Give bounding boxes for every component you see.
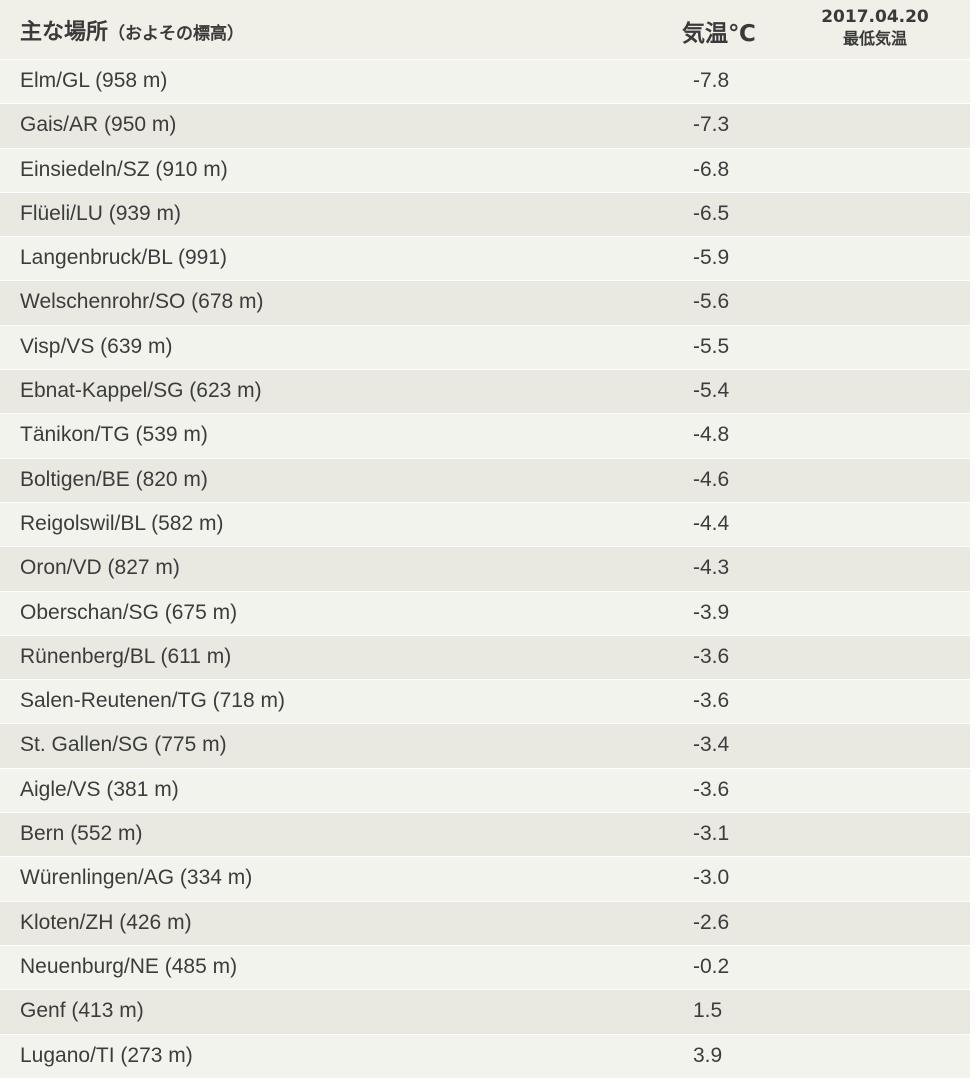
location-cell: Oberschan/SG (675 m): [20, 600, 238, 624]
table-row: Neuenburg/NE (485 m) -0.2: [0, 944, 970, 990]
temperature-cell: -3.6: [693, 777, 730, 801]
date-header-sub: 最低気温: [842, 29, 907, 48]
location-cell: Salen-Reutenen/TG (718 m): [20, 689, 285, 713]
temperature-cell: -4.8: [693, 423, 730, 447]
location-cell: Welschenrohr/SO (678 m): [20, 290, 264, 314]
location-cell: Bern (552 m): [20, 822, 143, 846]
temperature-cell: -3.1: [693, 822, 730, 846]
table-row: Oron/VD (827 m) -4.3: [0, 546, 970, 591]
location-cell: Gais/AR (950 m): [20, 113, 177, 137]
location-cell: Aigle/VS (381 m): [20, 777, 179, 801]
location-cell: Neuenburg/NE (485 m): [20, 954, 238, 978]
temperature-cell: 3.9: [693, 1043, 723, 1067]
table-row: Welschenrohr/SO (678 m) -5.6: [0, 280, 970, 325]
table-row: Tänikon/TG (539 m) -4.8: [0, 413, 970, 458]
temperature-cell: -6.5: [693, 201, 730, 225]
temperature-cell: -3.6: [693, 644, 730, 668]
location-cell: Einsiedeln/SZ (910 m): [20, 157, 228, 181]
location-column-header: 主な場所（およその標高）: [20, 14, 244, 46]
table-row: Ebnat-Kappel/SG (623 m) -5.4: [0, 369, 970, 414]
location-cell: Reigolswil/BL (582 m): [20, 511, 224, 535]
temperature-cell: -3.4: [693, 733, 730, 757]
temperature-cell: 1.5: [693, 999, 723, 1023]
table-row: Rünenberg/BL (611 m) -3.6: [0, 634, 970, 680]
temperature-cell: -5.6: [693, 290, 730, 314]
date-header-date: 2017.04.20: [821, 7, 929, 27]
location-cell: Würenlingen/AG (334 m): [20, 866, 253, 890]
table-row: Boltigen/BE (820 m) -4.6: [0, 457, 970, 502]
location-cell: Elm/GL (958 m): [20, 69, 168, 92]
temperature-cell: -4.4: [693, 511, 730, 535]
temperature-cell: -4.6: [693, 467, 730, 491]
temperature-cell: -4.3: [693, 556, 730, 580]
table-row: Würenlingen/AG (334 m) -3.0: [0, 856, 970, 901]
table-body: Elm/GL (958 m) -7.8 Gais/AR (950 m) -7.3 Ein…: [0, 59, 970, 1078]
temperature-cell: -7.3: [693, 113, 730, 137]
table-row: Aigle/VS (381 m) -3.6: [0, 767, 970, 813]
location-cell: Rünenberg/BL (611 m): [20, 644, 232, 668]
temperature-cell: -3.9: [693, 600, 730, 624]
location-cell: Kloten/ZH (426 m): [20, 910, 192, 934]
location-cell: Ebnat-Kappel/SG (623 m): [20, 379, 262, 403]
table-row: Flüeli/LU (939 m) -6.5: [0, 191, 970, 237]
table-row: Einsiedeln/SZ (910 m) -6.8: [0, 147, 970, 192]
temperature-cell: -3.6: [693, 689, 730, 713]
location-cell: Oron/VD (827 m): [20, 556, 180, 580]
table-row: Langenbruck/BL (991) -5.9: [0, 236, 970, 281]
temperature-cell: -5.4: [693, 379, 730, 403]
location-cell: Tänikon/TG (539 m): [20, 423, 208, 447]
location-cell: Flüeli/LU (939 m): [20, 201, 182, 225]
location-cell: Boltigen/BE (820 m): [20, 467, 208, 491]
location-cell: Genf (413 m): [20, 999, 144, 1023]
temperature-cell: -7.8: [693, 69, 730, 92]
location-cell: Langenbruck/BL (991): [20, 246, 228, 270]
temperature-cell: -2.6: [693, 910, 730, 934]
table-row: Visp/VS (639 m) -5.5: [0, 324, 970, 370]
table-row: Kloten/ZH (426 m) -2.6: [0, 900, 970, 945]
location-cell: St. Gallen/SG (775 m): [20, 733, 227, 757]
temperature-cell: -6.8: [693, 157, 730, 181]
location-cell: Visp/VS (639 m): [20, 334, 173, 358]
table-row: St. Gallen/SG (775 m) -3.4: [0, 723, 970, 768]
table-row: Reigolswil/BL (582 m) -4.4: [0, 501, 970, 547]
table-row: Elm/GL (958 m) -7.8: [0, 59, 970, 104]
temperature-cell: -5.5: [693, 334, 730, 358]
location-cell: Lugano/TI (273 m): [20, 1043, 193, 1067]
table-row: Gais/AR (950 m) -7.3: [0, 103, 970, 148]
temperature-cell: -5.9: [693, 246, 730, 270]
date-column-header: 2017.04.20 最低気温: [790, 7, 960, 49]
table-row: Bern (552 m) -3.1: [0, 812, 970, 857]
temperature-column-header: 気温℃: [682, 21, 756, 47]
table-row: Salen-Reutenen/TG (718 m) -3.6: [0, 679, 970, 724]
table-row: Oberschan/SG (675 m) -3.9: [0, 590, 970, 635]
table-row: Genf (413 m) 1.5: [0, 989, 970, 1034]
temperature-cell: -0.2: [693, 954, 730, 978]
table-row: Lugano/TI (273 m) 3.9: [0, 1033, 970, 1078]
temperature-cell: -3.0: [693, 866, 730, 890]
location-header-label: 主な場所: [20, 20, 109, 45]
table-header: 主な場所（およその標高） 気温℃ 2017.04.20 最低気温: [0, 0, 970, 59]
location-header-sub: （およその標高）: [108, 24, 245, 44]
